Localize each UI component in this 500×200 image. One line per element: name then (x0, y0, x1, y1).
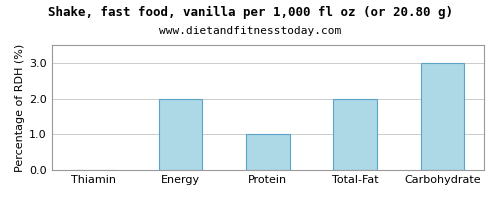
Y-axis label: Percentage of RDH (%): Percentage of RDH (%) (15, 43, 25, 172)
Text: www.dietandfitnesstoday.com: www.dietandfitnesstoday.com (159, 26, 341, 36)
Bar (158, 99, 202, 170)
Text: Shake, fast food, vanilla per 1,000 fl oz (or 20.80 g): Shake, fast food, vanilla per 1,000 fl o… (48, 6, 452, 19)
Bar (420, 63, 464, 170)
Bar (334, 99, 377, 170)
Bar (246, 134, 290, 170)
